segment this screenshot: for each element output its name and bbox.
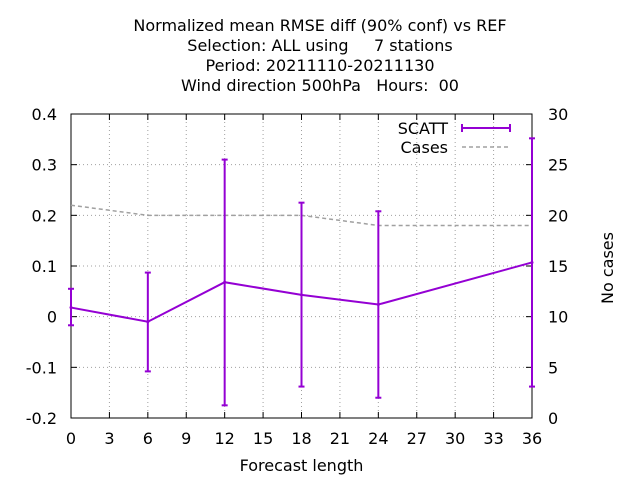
x-tick-label: 27: [407, 429, 427, 448]
y-tick-label: 0.3: [32, 156, 57, 175]
y-tick-label: 0.4: [32, 105, 57, 124]
chart-title-line-2: Selection: ALL using 7 stations: [187, 36, 453, 55]
data-point-scatt: [146, 320, 150, 324]
x-tick-label: 33: [483, 429, 503, 448]
y2-tick-label: 10: [548, 308, 568, 327]
x-tick-label: 18: [291, 429, 311, 448]
data-point-scatt: [376, 303, 380, 307]
series-line-scatt: [70, 261, 533, 323]
y-tick-label: 0.2: [32, 206, 57, 225]
x-tick-label: 6: [143, 429, 153, 448]
x-tick-label: 21: [330, 429, 350, 448]
x-tick-label: 0: [66, 429, 76, 448]
x-tick-label: 12: [214, 429, 234, 448]
data-point-scatt: [69, 306, 73, 310]
y2-tick-label: 25: [548, 156, 568, 175]
y2-tick-label: 15: [548, 257, 568, 276]
series-line-cases: [70, 204, 532, 227]
y-tick-label: -0.1: [26, 358, 57, 377]
legend-label-scatt: SCATT: [398, 119, 449, 138]
data-point-scatt: [300, 293, 303, 297]
chart-title-line-1: Normalized mean RMSE diff (90% conf) vs …: [133, 16, 507, 35]
y2-axis-label: No cases: [598, 232, 617, 304]
data-point-scatt: [223, 280, 227, 284]
legend-label-cases: Cases: [401, 138, 449, 157]
x-tick-label: 30: [445, 429, 465, 448]
chart-title-line-3: Period: 20211110-20211130: [205, 56, 435, 75]
y2-tick-label: 0: [548, 409, 558, 428]
y2-tick-label: 20: [548, 206, 568, 225]
x-tick-label: 9: [181, 429, 191, 448]
y-tick-label: 0.1: [32, 257, 57, 276]
chart-title-line-4: Wind direction 500hPa Hours: 00: [181, 76, 459, 95]
x-tick-label: 24: [368, 429, 388, 448]
y-tick-label: -0.2: [26, 409, 57, 428]
x-tick-label: 3: [104, 429, 114, 448]
x-tick-label: 36: [522, 429, 542, 448]
x-tick-label: 15: [253, 429, 273, 448]
y2-tick-label: 30: [548, 105, 568, 124]
data-point-scatt: [530, 260, 534, 264]
y2-tick-label: 5: [548, 358, 558, 377]
x-axis-label: Forecast length: [240, 456, 364, 475]
y-tick-label: 0: [47, 308, 57, 327]
